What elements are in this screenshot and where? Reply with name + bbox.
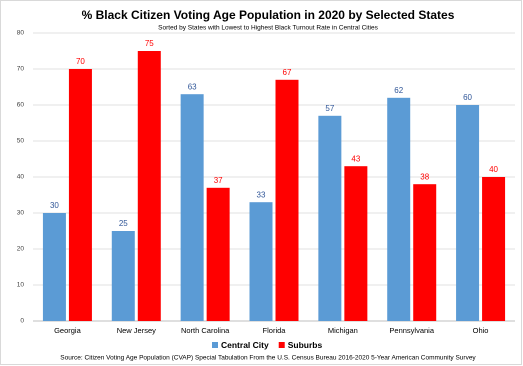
data-label: 30 — [50, 201, 59, 210]
data-label: 75 — [145, 39, 154, 48]
bar — [413, 184, 437, 321]
data-label: 25 — [119, 219, 128, 228]
bar — [137, 51, 161, 321]
data-label: 37 — [214, 176, 223, 185]
x-tick-label: Pennsylvania — [389, 326, 434, 335]
x-tick-label: Florida — [263, 326, 287, 335]
legend-swatch — [278, 342, 285, 348]
source-note: Source: Citizen Voting Age Population (C… — [60, 355, 476, 362]
bar — [482, 177, 506, 321]
y-tick-label: 10 — [17, 282, 25, 289]
x-tick-label: New Jersey — [117, 326, 156, 335]
bar — [344, 166, 368, 321]
bar — [249, 202, 273, 321]
y-tick-label: 70 — [17, 66, 25, 73]
x-tick-label: Michigan — [328, 326, 358, 335]
bar — [42, 213, 66, 321]
bar — [111, 231, 135, 321]
data-label: 70 — [76, 57, 85, 66]
data-label: 57 — [325, 104, 334, 113]
chart-title: % Black Citizen Voting Age Population in… — [82, 8, 455, 22]
bar — [206, 187, 230, 321]
data-label: 38 — [420, 172, 429, 181]
data-label: 63 — [188, 82, 197, 91]
chart-subtitle: Sorted by States with Lowest to Highest … — [158, 25, 378, 32]
bar — [318, 115, 342, 321]
x-tick-label: North Carolina — [181, 326, 230, 335]
x-tick-label: Ohio — [473, 326, 489, 335]
y-tick-label: 30 — [17, 210, 25, 217]
x-tick-label: Georgia — [54, 326, 82, 335]
data-label: 33 — [257, 190, 266, 199]
data-label: 62 — [394, 86, 403, 95]
bar — [456, 105, 480, 321]
y-tick-label: 60 — [17, 102, 25, 109]
y-tick-label: 80 — [17, 30, 25, 37]
data-label: 60 — [463, 93, 472, 102]
bar — [387, 97, 411, 321]
bar — [68, 69, 92, 321]
data-label: 67 — [283, 68, 292, 77]
y-tick-label: 20 — [17, 246, 25, 253]
legend-swatch — [212, 342, 218, 348]
legend-label: Suburbs — [288, 340, 323, 350]
bar — [180, 94, 204, 321]
bar — [275, 79, 299, 321]
legend-label: Central City — [221, 340, 269, 350]
data-label: 43 — [351, 154, 360, 163]
y-tick-label: 40 — [17, 174, 25, 181]
y-tick-label: 0 — [20, 318, 24, 325]
y-tick-label: 50 — [17, 138, 25, 145]
data-label: 40 — [489, 165, 498, 174]
